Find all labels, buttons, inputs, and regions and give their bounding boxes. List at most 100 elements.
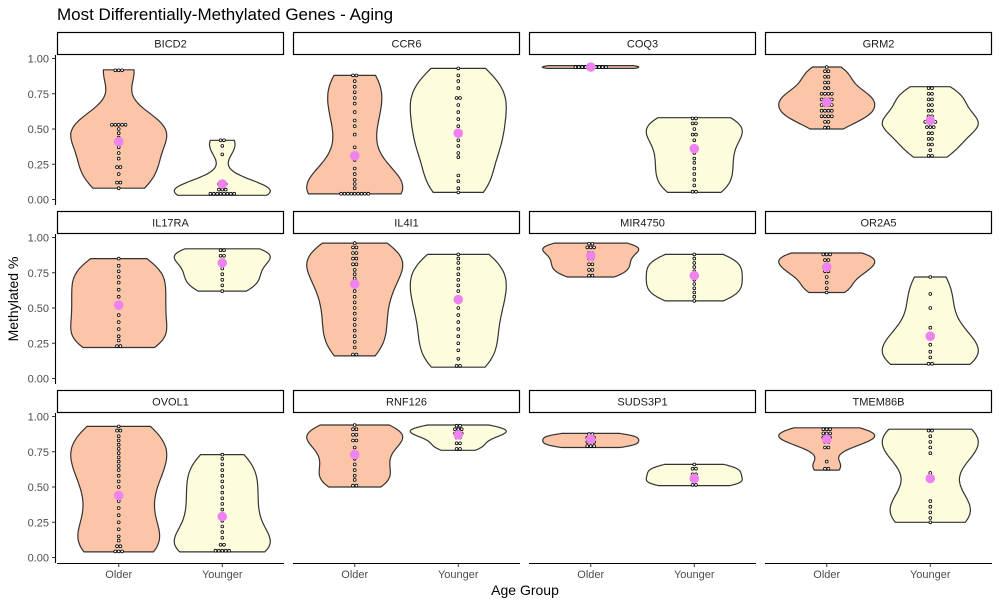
strip-label: RNF126 [386, 397, 427, 409]
strip-label: SUDS3P1 [617, 397, 667, 409]
facet-panel-ccr6: CCR6 [294, 33, 520, 196]
data-point [824, 92, 827, 95]
facet-panel-grm2: GRM2 [766, 33, 992, 158]
data-point [117, 452, 120, 455]
y-tick-label: 0.25 [28, 159, 49, 171]
violin-older [307, 424, 403, 487]
data-point [353, 119, 356, 122]
violin-older [779, 253, 875, 294]
data-point [353, 463, 356, 466]
data-point [927, 109, 930, 112]
strip-label: GRM2 [863, 39, 895, 51]
data-point [827, 126, 830, 129]
data-point [457, 145, 460, 148]
mean-marker [453, 128, 463, 138]
data-point [691, 190, 694, 193]
data-point [221, 290, 224, 293]
violin-older [779, 66, 875, 129]
data-point [927, 92, 930, 95]
data-point [353, 97, 356, 100]
strip-label: BICD2 [154, 39, 186, 51]
x-tick-label: Older [105, 569, 132, 581]
data-point [117, 257, 120, 260]
data-point [353, 167, 356, 170]
data-point [357, 192, 360, 195]
data-point [824, 70, 827, 73]
data-point [693, 291, 696, 294]
data-point [221, 536, 224, 539]
data-point [457, 80, 460, 83]
data-point [929, 517, 932, 520]
data-point [355, 246, 358, 249]
data-point [117, 443, 120, 446]
data-point [353, 295, 356, 298]
data-point [218, 549, 221, 552]
data-point [360, 192, 363, 195]
data-point [117, 514, 120, 517]
data-point [114, 69, 117, 72]
data-point [117, 335, 120, 338]
data-point [117, 123, 120, 126]
data-point [457, 104, 460, 107]
data-point [829, 253, 832, 256]
data-point [223, 249, 226, 252]
data-point [117, 439, 120, 442]
data-point [221, 508, 224, 511]
data-point [353, 111, 356, 114]
data-point [219, 192, 222, 195]
data-point [457, 267, 460, 270]
data-point [221, 503, 224, 506]
data-point [117, 425, 120, 428]
data-point [825, 460, 828, 463]
violin-younger [882, 87, 978, 158]
data-point [352, 433, 355, 436]
chart-title: Most Differentially-Methylated Genes - A… [57, 5, 393, 24]
data-point [352, 257, 355, 260]
data-point [116, 545, 119, 548]
data-point [221, 145, 224, 148]
data-point [352, 484, 355, 487]
data-point [117, 328, 120, 331]
data-point [353, 424, 356, 427]
data-point [353, 340, 356, 343]
data-point [457, 284, 460, 287]
data-point [117, 474, 120, 477]
data-point [825, 428, 828, 431]
data-point [353, 346, 356, 349]
data-point [586, 246, 589, 249]
data-point [221, 525, 224, 528]
data-point [457, 307, 460, 310]
data-point [827, 70, 830, 73]
data-point [119, 166, 122, 169]
facet-panel-rnf126: RNF126Older Younger [293, 391, 520, 582]
data-point [929, 505, 932, 508]
violin-younger [410, 424, 506, 450]
data-point [693, 463, 696, 466]
data-point [353, 290, 356, 293]
data-point [353, 335, 356, 338]
data-point [353, 318, 356, 321]
data-point [691, 122, 694, 125]
x-axis-title: Age Group [491, 582, 559, 598]
data-point [931, 104, 934, 107]
data-point [223, 543, 226, 546]
data-point [119, 545, 122, 548]
data-point [117, 539, 120, 542]
data-point [457, 111, 460, 114]
data-point [355, 263, 358, 266]
data-point [455, 97, 458, 100]
facet-panel-il17ra: IL17RA 0.00 0.25 0.50 0.75 1.00 [28, 212, 284, 386]
data-point [586, 445, 589, 448]
x-tick-label: Older [577, 569, 604, 581]
data-point [825, 276, 828, 279]
x-tick-label: Younger [438, 569, 479, 581]
data-point [459, 448, 462, 451]
data-point [457, 87, 460, 90]
data-point [459, 424, 462, 427]
data-point [827, 115, 830, 118]
data-point [117, 281, 120, 284]
violin-shape-older [307, 243, 403, 356]
data-point [221, 284, 224, 287]
data-point [219, 543, 222, 546]
